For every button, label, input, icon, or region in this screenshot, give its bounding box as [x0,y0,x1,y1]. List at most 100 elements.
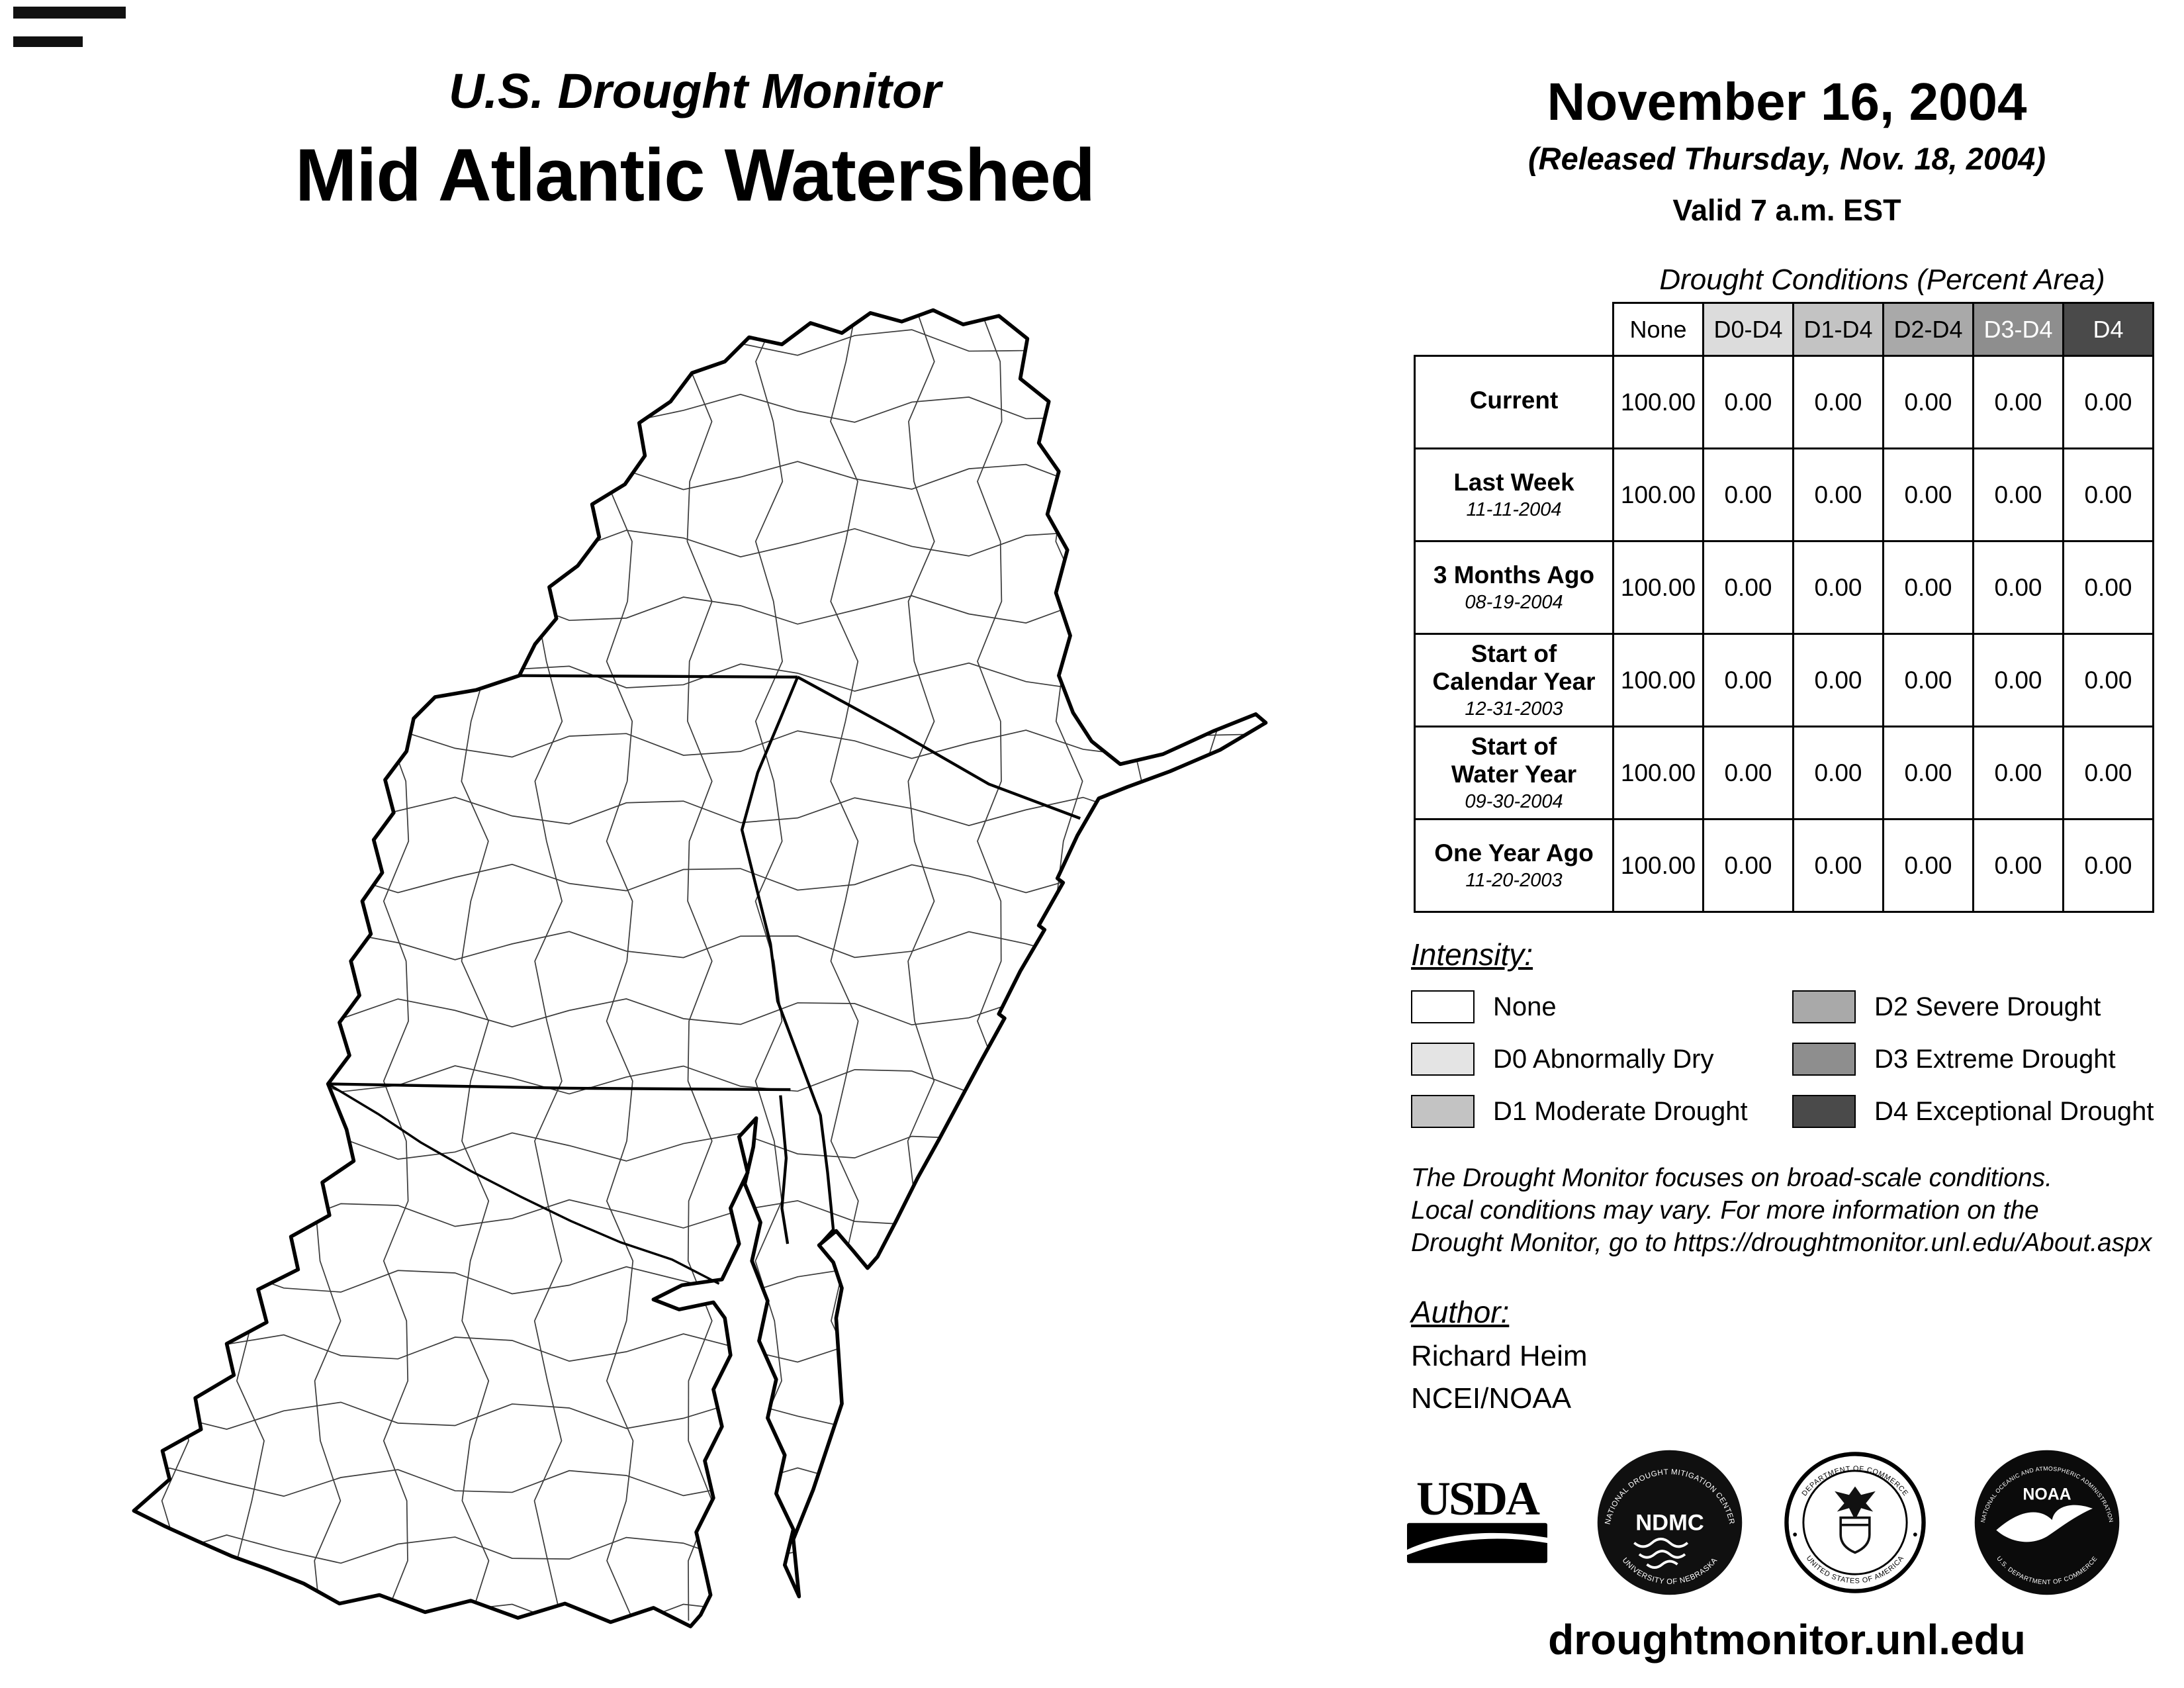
table-cell: 0.00 [1882,447,1974,542]
column-header: None [1612,302,1704,357]
table-cell: 0.00 [1882,633,1974,727]
usda-field-icon [1407,1523,1547,1564]
table-cell: 0.00 [1792,818,1884,913]
table-row: Start of Calendar Year 12-31-2003 100.00 … [1414,633,2154,727]
potomac-border [327,1082,720,1285]
table-row: Last Week 11-11-2004 100.00 0.00 0.00 0.0… [1414,447,2154,542]
table-cell: 0.00 [2062,633,2154,727]
ndmc-logo: NATIONAL DROUGHT MITIGATION CENTER UNIVE… [1597,1450,1743,1595]
county-lines [134,310,1266,1626]
row-label: Current [1414,355,1614,449]
legend-heading: Intensity: [1411,937,1533,972]
wave-icon [1646,1560,1678,1569]
watershed-map [132,308,1268,1628]
footer-url: droughtmonitor.unl.edu [1548,1616,2026,1664]
author-heading: Author: [1411,1295,1510,1329]
wave-icon [1633,1538,1689,1548]
legend-swatch-d4 [1792,1095,1856,1128]
table-cell: 0.00 [2062,726,2154,820]
table-cell: 0.00 [1972,633,2064,727]
region-title: Mid Atlantic Watershed [295,134,1095,216]
legend-item: D0 Abnormally Dry [1411,1043,1713,1076]
table-cell: 0.00 [1972,540,2064,635]
legend-swatch-d2 [1792,990,1856,1023]
table-cell: 0.00 [1972,818,2064,913]
department-of-commerce-seal: DEPARTMENT OF COMMERCE UNITED STATES OF … [1784,1452,1926,1593]
table-header-row: None D0-D4 D1-D4 D2-D4 D3-D4 D4 [1415,302,2154,357]
legend-swatch-none [1411,990,1475,1023]
drought-conditions-table: None D0-D4 D1-D4 D2-D4 D3-D4 D4 Current … [1414,302,2154,913]
wave-icon [1638,1550,1686,1559]
table-row: One Year Ago 11-20-2003 100.00 0.00 0.00 … [1414,818,2154,913]
row-label: 3 Months Ago 08-19-2004 [1414,540,1614,635]
map-date: November 16, 2004 [1547,72,2027,131]
table-cell: 0.00 [1702,726,1794,820]
column-header: D4 [2062,302,2154,357]
disclaimer: The Drought Monitor focuses on broad-sca… [1411,1164,2152,1257]
column-header: D3-D4 [1972,302,2064,357]
table-cell: 0.00 [2062,540,2154,635]
eagle-icon [1835,1486,1876,1521]
program-title: U.S. Drought Monitor [449,64,941,118]
noaa-logo: NATIONAL OCEANIC AND ATMOSPHERIC ADMINIS… [1974,1450,2120,1595]
table-cell: 100.00 [1612,540,1704,635]
row-label: One Year Ago 11-20-2003 [1414,818,1614,913]
released-date: (Released Thursday, Nov. 18, 2004) [1528,141,2046,176]
table-row: Current 100.00 0.00 0.00 0.00 0.00 0.00 [1414,355,2154,449]
table-cell: 0.00 [2062,818,2154,913]
artifact-mark [13,36,83,47]
ndmc-logo-text: NDMC [1635,1511,1704,1536]
author-name: Richard Heim [1411,1340,1588,1372]
table-cell: 0.00 [1792,355,1884,449]
legend-item: D2 Severe Drought [1792,990,2101,1023]
artifact-mark [13,7,126,19]
table-cell: 0.00 [1702,447,1794,542]
legend-item: D1 Moderate Drought [1411,1095,1748,1128]
table-corner-spacer [1415,303,1614,356]
noaa-logo-text: NOAA [2023,1485,2071,1504]
legend-item: D3 Extreme Drought [1792,1043,2116,1076]
table-row: Start of Water Year 09-30-2004 100.00 0.0… [1414,726,2154,820]
row-label: Start of Water Year 09-30-2004 [1414,726,1614,820]
column-header: D2-D4 [1882,302,1974,357]
usda-logo-text: USDA [1416,1472,1540,1525]
table-cell: 100.00 [1612,633,1704,727]
table-cell: 0.00 [1702,818,1794,913]
table-cell: 0.00 [1702,540,1794,635]
legend-swatch-d1 [1411,1095,1475,1128]
table-cell: 0.00 [1702,633,1794,727]
legend-item: D4 Exceptional Drought [1792,1095,2154,1128]
legend-swatch-d0 [1411,1043,1475,1076]
row-label: Start of Calendar Year 12-31-2003 [1414,633,1614,727]
table-cell: 0.00 [2062,355,2154,449]
legend-item: None [1411,990,1557,1023]
column-header: D0-D4 [1702,302,1794,357]
author-org: NCEI/NOAA [1411,1382,1572,1415]
table-cell: 0.00 [1792,447,1884,542]
seagull-icon [1996,1505,2093,1542]
table-cell: 100.00 [1612,447,1704,542]
table-title: Drought Conditions (Percent Area) [1659,263,2105,296]
table-cell: 0.00 [1882,355,1974,449]
shield-icon [1839,1516,1871,1554]
table-cell: 0.00 [1882,818,1974,913]
table-cell: 0.00 [1792,726,1884,820]
table-cell: 0.00 [1972,726,2064,820]
legend-swatch-d3 [1792,1043,1856,1076]
table-cell: 0.00 [2062,447,2154,542]
row-label: Last Week 11-11-2004 [1414,447,1614,542]
usda-logo: USDA [1407,1475,1547,1564]
state-borders [328,674,1081,1246]
table-cell: 0.00 [1702,355,1794,449]
table-cell: 0.00 [1792,633,1884,727]
table-cell: 0.00 [1972,355,2064,449]
table-cell: 100.00 [1612,818,1704,913]
valid-time: Valid 7 a.m. EST [1672,193,1901,227]
table-cell: 100.00 [1612,726,1704,820]
table-cell: 0.00 [1882,726,1974,820]
watershed-outline [132,308,1268,1628]
table-row: 3 Months Ago 08-19-2004 100.00 0.00 0.00 … [1414,540,2154,635]
table-cell: 0.00 [1972,447,2064,542]
table-cell: 0.00 [1882,540,1974,635]
